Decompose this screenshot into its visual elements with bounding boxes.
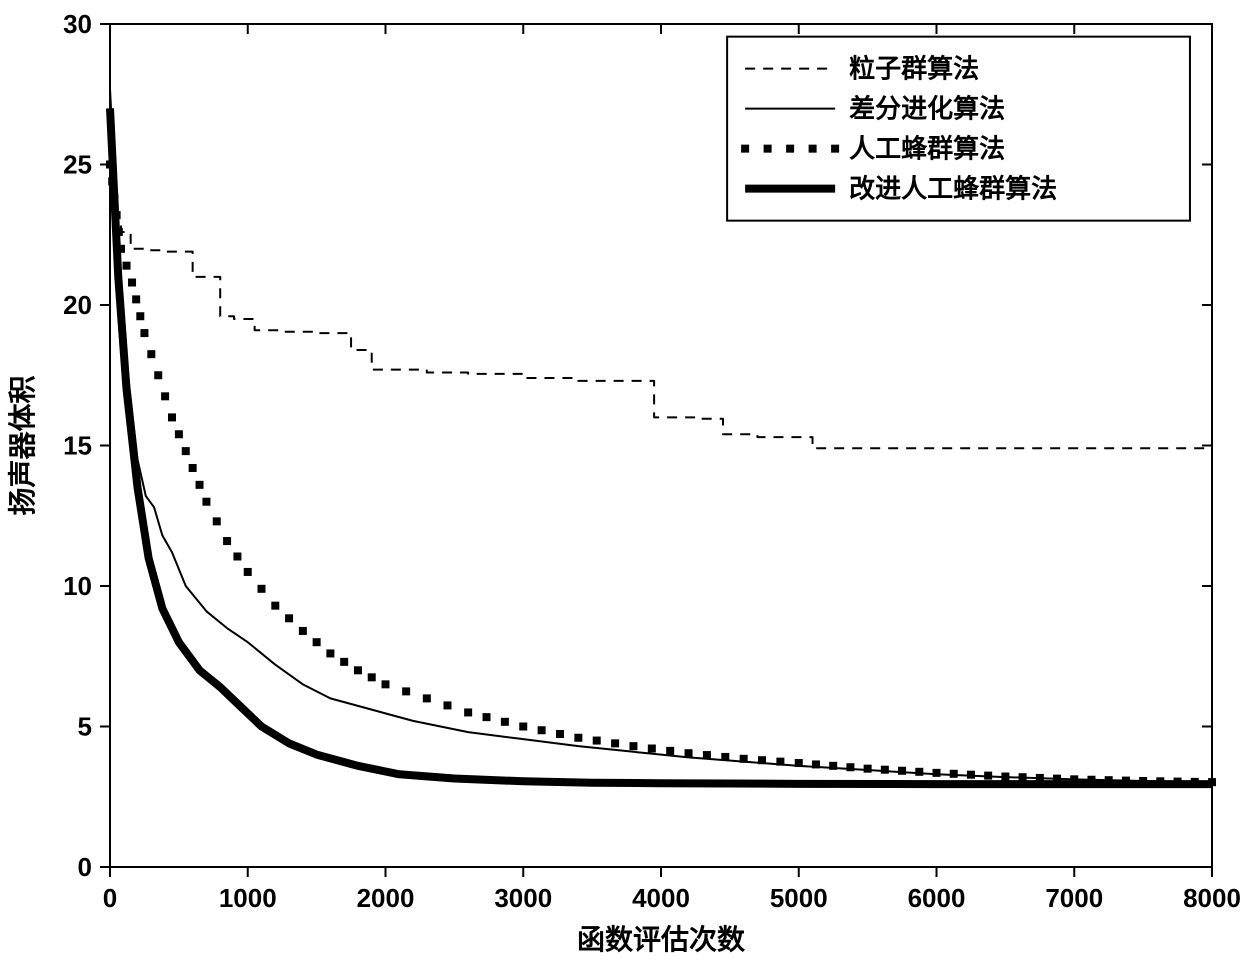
legend-swatch bbox=[741, 145, 749, 153]
legend-item-label: 改进人工蜂群算法 bbox=[849, 174, 1057, 204]
legend-swatch bbox=[831, 145, 839, 153]
legend-swatch bbox=[764, 145, 772, 153]
y-tick-label: 20 bbox=[63, 290, 92, 320]
x-tick-label: 1000 bbox=[219, 883, 277, 913]
legend: 粒子群算法差分进化算法人工蜂群算法改进人工蜂群算法 bbox=[727, 37, 1190, 221]
x-tick-label: 6000 bbox=[908, 883, 966, 913]
y-tick-label: 5 bbox=[78, 712, 92, 742]
y-tick-label: 30 bbox=[63, 9, 92, 39]
chart-container: 0 1000 2000 3000 4000 5000 6000 7000 8000 0 5 10 15 2… bbox=[0, 0, 1240, 967]
x-axis-title: 函数评估次数 bbox=[577, 924, 746, 955]
x-tick-label: 3000 bbox=[494, 883, 552, 913]
legend-item-label: 粒子群算法 bbox=[849, 54, 979, 84]
legend-swatch bbox=[786, 145, 794, 153]
legend-item-label: 人工蜂群算法 bbox=[849, 134, 1005, 164]
y-tick-label: 25 bbox=[63, 150, 92, 180]
x-tick-label: 8000 bbox=[1183, 883, 1240, 913]
y-tick-label: 0 bbox=[78, 852, 92, 882]
x-tick-label: 4000 bbox=[632, 883, 690, 913]
y-tick-label: 10 bbox=[63, 571, 92, 601]
x-tick-label: 2000 bbox=[357, 883, 415, 913]
legend-item-label: 差分进化算法 bbox=[849, 94, 1005, 124]
x-tick-label: 0 bbox=[103, 883, 117, 913]
y-axis-title: 扬声器体积 bbox=[7, 375, 38, 515]
x-tick-label: 5000 bbox=[770, 883, 828, 913]
line-chart: 0 1000 2000 3000 4000 5000 6000 7000 8000 0 5 10 15 2… bbox=[0, 0, 1240, 967]
x-tick-label: 7000 bbox=[1045, 883, 1103, 913]
y-tick-label: 15 bbox=[63, 431, 92, 461]
legend-swatch bbox=[809, 145, 817, 153]
